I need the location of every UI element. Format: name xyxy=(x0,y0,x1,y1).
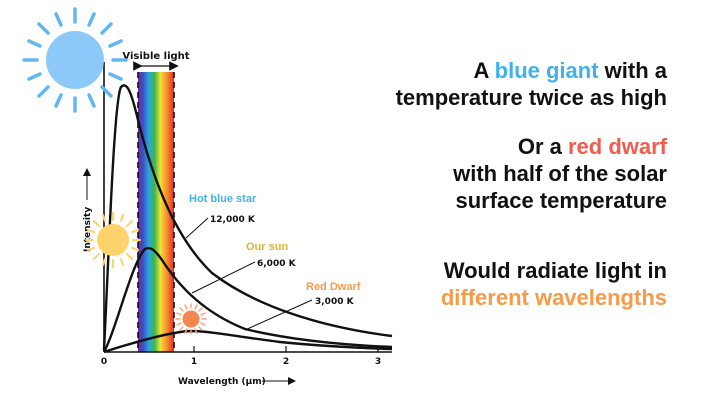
statement-line-1: A blue giant with a xyxy=(396,57,667,84)
yellow-sun-icon xyxy=(85,212,141,268)
visible-light-band xyxy=(138,72,174,352)
statement-line-3: Or a red dwarf xyxy=(453,133,667,160)
visible-light-label: Visible light xyxy=(122,51,189,62)
x-tick-label-3: 3 xyxy=(375,357,381,367)
statement-line-6: Would radiate light in xyxy=(443,258,667,283)
line1-prefix: A xyxy=(473,58,495,83)
label-red-dwarf: Red Dwarf xyxy=(306,281,361,293)
label-our-sun: Our sun xyxy=(246,241,288,253)
temp-our-sun: 6,000 K xyxy=(257,259,297,269)
red-dwarf-statement: Or a red dwarf with half of the solar su… xyxy=(453,133,667,214)
blue-giant-highlight: blue giant xyxy=(494,58,599,83)
statement-line-5: surface temperature xyxy=(455,188,667,213)
blue-sun-icon xyxy=(22,7,128,113)
conclusion-statement: Would radiate light in different wavelen… xyxy=(441,257,667,311)
leader-hot-blue-star xyxy=(185,217,209,239)
curve-red-dwarf xyxy=(103,329,393,354)
x-tick-label-2: 2 xyxy=(283,357,289,367)
x-tick-label-0: 0 xyxy=(101,357,107,367)
statement-line-2: temperature twice as high xyxy=(395,85,667,110)
line1-suffix: with a xyxy=(598,58,667,83)
line3-prefix: Or a xyxy=(517,134,568,159)
red-sun-icon xyxy=(175,303,207,335)
blue-giant-statement: A blue giant with a temperature twice as… xyxy=(396,57,667,111)
red-dwarf-highlight: red dwarf xyxy=(567,134,667,159)
leader-red-dwarf xyxy=(244,299,313,331)
temp-hot-blue-star: 12,000 K xyxy=(210,215,256,225)
temp-red-dwarf: 3,000 K xyxy=(315,297,355,307)
different-wavelengths-highlight: different wavelengths xyxy=(440,285,667,310)
x-axis-label: Wavelength (µm) xyxy=(178,377,266,387)
x-tick-label-1: 1 xyxy=(191,357,197,367)
curve-our-sun xyxy=(102,246,393,353)
statement-line-4: with half of the solar xyxy=(453,161,667,186)
curve-hot-blue-star xyxy=(102,84,393,351)
label-hot-blue-star: Hot blue star xyxy=(189,193,257,205)
leader-our-sun xyxy=(191,261,256,294)
